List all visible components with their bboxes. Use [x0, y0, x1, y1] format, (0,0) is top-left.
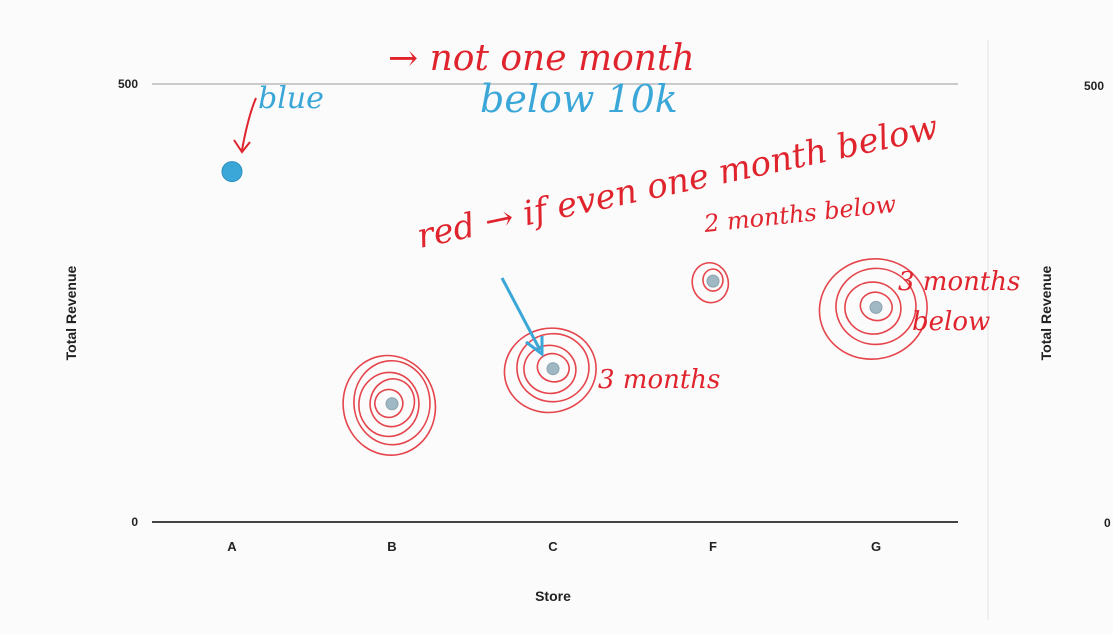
handdrawn-circle [818, 258, 928, 360]
handdrawn-circle [844, 281, 902, 335]
data-point-g [869, 300, 883, 314]
second-panel-y-tick-top: 500 [1084, 79, 1104, 93]
grid-layer [152, 83, 958, 523]
second-panel-y-axis-title: Total Revenue [1038, 265, 1054, 360]
handdrawn-circle [342, 354, 437, 456]
handdrawn-circle [503, 327, 597, 414]
x-tick-label: B [387, 539, 396, 554]
point-layer [221, 161, 883, 411]
x-axis-title: Store [535, 588, 571, 604]
x-tick-label: A [227, 539, 237, 554]
y-tick-label: 0 [131, 515, 138, 529]
annotation-arrow-c [500, 277, 542, 351]
handdrawn-circle [353, 359, 431, 446]
annotation-blue-label: blue [258, 81, 324, 116]
handdrawn-circle [374, 388, 404, 419]
annotation-arrowhead-c [525, 336, 544, 357]
data-point-f [706, 274, 720, 288]
handdrawn-circle [835, 267, 917, 346]
data-point-a [221, 161, 243, 183]
handdrawn-circle [536, 352, 570, 383]
annotation-arrowhead-blue-label [233, 139, 251, 154]
y-tick-label: 500 [118, 77, 138, 91]
annotation-arrow-blue-label [241, 97, 257, 151]
annotation-three-months-c: 3 months [598, 365, 720, 395]
handdrawn-circle-layer [342, 258, 928, 456]
annotation-two-months: 2 months below [702, 190, 898, 238]
annotation-blue-rule: below 10k [480, 77, 678, 121]
handdrawn-circle [516, 332, 590, 403]
data-point-c [546, 362, 560, 376]
y-axis-title: Total Revenue [63, 265, 79, 360]
annotation-red-label: red → if even one month below [414, 107, 942, 257]
handdrawn-circle [523, 344, 577, 395]
annotation-red-rule: → not one month [388, 38, 695, 79]
handdrawn-circle [358, 371, 420, 438]
annotation-below-g: below [912, 307, 990, 337]
handdrawn-circle [691, 261, 730, 304]
handdrawn-circle [369, 378, 416, 428]
x-tick-label: G [871, 539, 881, 554]
x-tick-label: F [709, 539, 717, 554]
handwritten-annotations: blue → not one month below 10k red → if … [233, 38, 1020, 395]
handdrawn-circle [702, 268, 724, 292]
tick-layer: 0 500 A B C F G [118, 77, 881, 554]
second-panel-y-tick-bottom: 0 [1104, 516, 1111, 530]
x-tick-label: C [548, 539, 558, 554]
data-point-b [385, 397, 399, 411]
handdrawn-circle [859, 291, 893, 322]
annotation-three-months-g: 3 months [898, 267, 1020, 297]
